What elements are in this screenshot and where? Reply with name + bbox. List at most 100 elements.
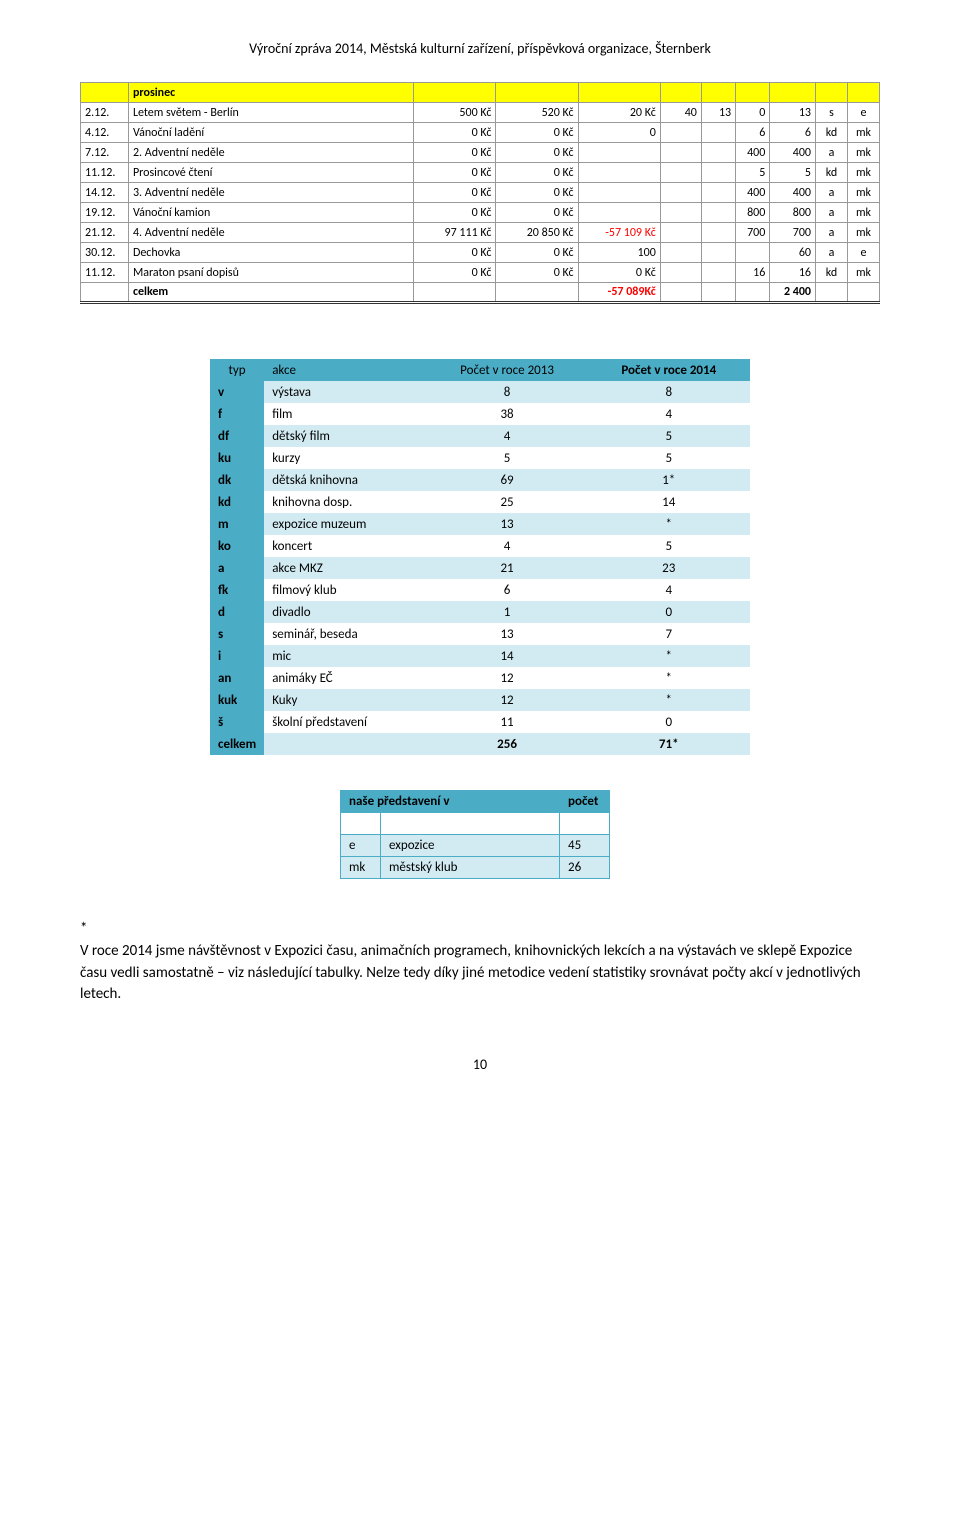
cell: Letem světem - Berlín [128, 103, 413, 123]
table-row: 2.12.Letem světem - Berlín500 Kč520 Kč20… [81, 103, 880, 123]
stats-key: kuk [210, 689, 264, 711]
stats-key: š [210, 711, 264, 733]
stats-name: kurzy [264, 447, 426, 469]
stats-2013: 21 [427, 557, 588, 579]
table-row: 7.12.2. Adventní neděle0 Kč0 Kč400400amk [81, 143, 880, 163]
cell: 0 Kč [496, 143, 578, 163]
stats-key: ku [210, 447, 264, 469]
cell: a [816, 243, 848, 263]
cell: 2.12. [81, 103, 129, 123]
cell: 20 Kč [578, 103, 660, 123]
cell: 30.12. [81, 243, 129, 263]
mini-col-count: počet [560, 791, 610, 813]
cell: 800 [736, 203, 770, 223]
cell [660, 203, 701, 223]
stats-key: a [210, 557, 264, 579]
cell [381, 813, 560, 835]
stats-key: d [210, 601, 264, 623]
stats-2014: 7 [587, 623, 750, 645]
stats-2014: 14 [587, 491, 750, 513]
stats-name: film [264, 403, 426, 425]
cell: a [816, 143, 848, 163]
stats-2014: 0 [587, 711, 750, 733]
cell: 700 [770, 223, 816, 243]
cell [578, 143, 660, 163]
stats-row: šškolní představení110 [210, 711, 750, 733]
table-row: 21.12.4. Adventní neděle97 111 Kč20 850 … [81, 223, 880, 243]
stats-total-2014: 71* [587, 733, 750, 755]
cell: 400 [736, 143, 770, 163]
cell [496, 283, 578, 303]
stats-col-2014: Počet v roce 2014 [587, 359, 750, 381]
stats-name: dětská knihovna [264, 469, 426, 491]
cell: 0 Kč [414, 163, 496, 183]
total-row: celkem-57 089Kč2 400 [81, 283, 880, 303]
stats-2014: * [587, 689, 750, 711]
cell: mk [847, 183, 879, 203]
stats-row: mexpozice muzeum13* [210, 513, 750, 535]
table-row: 11.12.Maraton psaní dopisů0 Kč0 Kč0 Kč16… [81, 263, 880, 283]
stats-name: Kuky [264, 689, 426, 711]
stats-total-row: celkem 25671* [210, 733, 750, 755]
events-table: prosinec 2.12.Letem světem - Berlín500 K… [80, 82, 880, 304]
cell: 40 [660, 103, 701, 123]
cell [701, 123, 735, 143]
cell: 6 [736, 123, 770, 143]
cell: 0 [736, 103, 770, 123]
cell [341, 813, 381, 835]
stats-total-2013: 256 [427, 733, 588, 755]
stats-col-type: typ [210, 359, 264, 381]
stats-2013: 69 [427, 469, 588, 491]
cell [560, 813, 610, 835]
stats-row: kukurzy55 [210, 447, 750, 469]
cell: Vánoční ladění [128, 123, 413, 143]
stats-total-label: celkem [210, 733, 264, 755]
cell [660, 183, 701, 203]
cell: 97 111 Kč [414, 223, 496, 243]
cell: 0 Kč [414, 143, 496, 163]
cell: 5 [736, 163, 770, 183]
cell [736, 243, 770, 263]
stats-key: an [210, 667, 264, 689]
cell: mk [847, 203, 879, 223]
cell: 5 [770, 163, 816, 183]
stats-2014: 4 [587, 579, 750, 601]
cell: 400 [770, 143, 816, 163]
cell: e [847, 243, 879, 263]
stats-name: mic [264, 645, 426, 667]
stats-2013: 11 [427, 711, 588, 733]
cell [701, 283, 735, 303]
mini-name: expozice [381, 835, 560, 857]
mini-col-label: naše představení v [341, 791, 560, 813]
cell [701, 223, 735, 243]
cell: 4.12. [81, 123, 129, 143]
stats-2013: 4 [427, 535, 588, 557]
spacer-row [341, 813, 610, 835]
cell: 0 [578, 123, 660, 143]
stats-key: s [210, 623, 264, 645]
stats-2013: 12 [427, 689, 588, 711]
stats-2014: 5 [587, 447, 750, 469]
cell: e [847, 103, 879, 123]
stats-name: divadlo [264, 601, 426, 623]
cell: mk [847, 143, 879, 163]
cell [701, 203, 735, 223]
stats-col-akce: akce [264, 359, 426, 381]
footnote-text: *V roce 2014 jsme návštěvnost v Expozici… [80, 919, 880, 1006]
stats-key: f [210, 403, 264, 425]
cell: 11.12. [81, 263, 129, 283]
cell [578, 183, 660, 203]
cell [701, 163, 735, 183]
mini-key: e [341, 835, 381, 857]
cell: 6 [770, 123, 816, 143]
cell [847, 283, 879, 303]
table-row: 30.12.Dechovka0 Kč0 Kč10060ae [81, 243, 880, 263]
page-header: Výroční zpráva 2014, Městská kulturní za… [80, 40, 880, 57]
stats-2014: 5 [587, 535, 750, 557]
stats-2013: 13 [427, 513, 588, 535]
mini-name: městský klub [381, 857, 560, 879]
stats-name: koncert [264, 535, 426, 557]
cell: s [816, 103, 848, 123]
cell: a [816, 203, 848, 223]
month-header-row: prosinec [81, 83, 880, 103]
